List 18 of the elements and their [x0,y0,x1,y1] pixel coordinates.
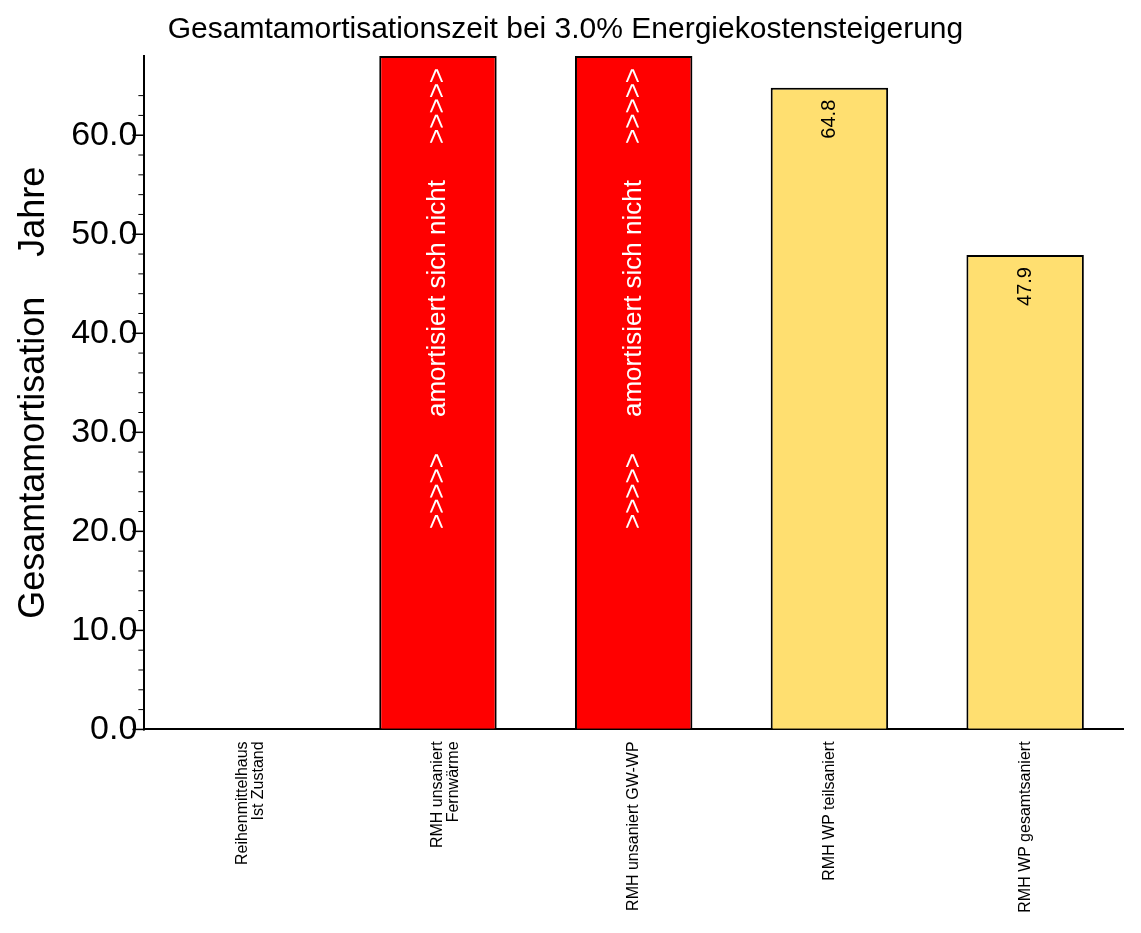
x-tick-label: Reihenmittelhaus Ist Zustand [232,741,266,866]
y-tick-label: 10.0 [71,608,138,647]
x-tick-label: RMH unsaniert Fernwärme [428,740,462,849]
data-label: 47.9 [1012,267,1035,306]
y-tick-label: 40.0 [71,311,138,350]
y-tick-label: 30.0 [71,410,138,449]
chart-title: Gesamtamortisationszeit bei 3.0% Energiekostensteigerung [167,11,964,45]
y-tick-label: 60.0 [71,113,138,152]
y-tick-label: 0.0 [90,707,138,746]
y-tick-label: 20.0 [71,509,138,548]
data-label: >>>>> amortisiert sich nicht >>>>> [616,68,647,530]
y-tick-label: 50.0 [71,212,138,251]
x-tick-label: RMH unsaniert GW-WP [624,741,642,911]
x-tick-label: RMH WP teilsaniert [819,740,837,881]
data-label: 64.8 [816,99,839,139]
x-tick-label: RMH WP gesamtsaniert [1015,740,1033,913]
data-label: >>>>> amortisiert sich nicht >>>>> [421,68,452,530]
y-axis-title: Gesamtamortisation Jahre [10,166,52,619]
